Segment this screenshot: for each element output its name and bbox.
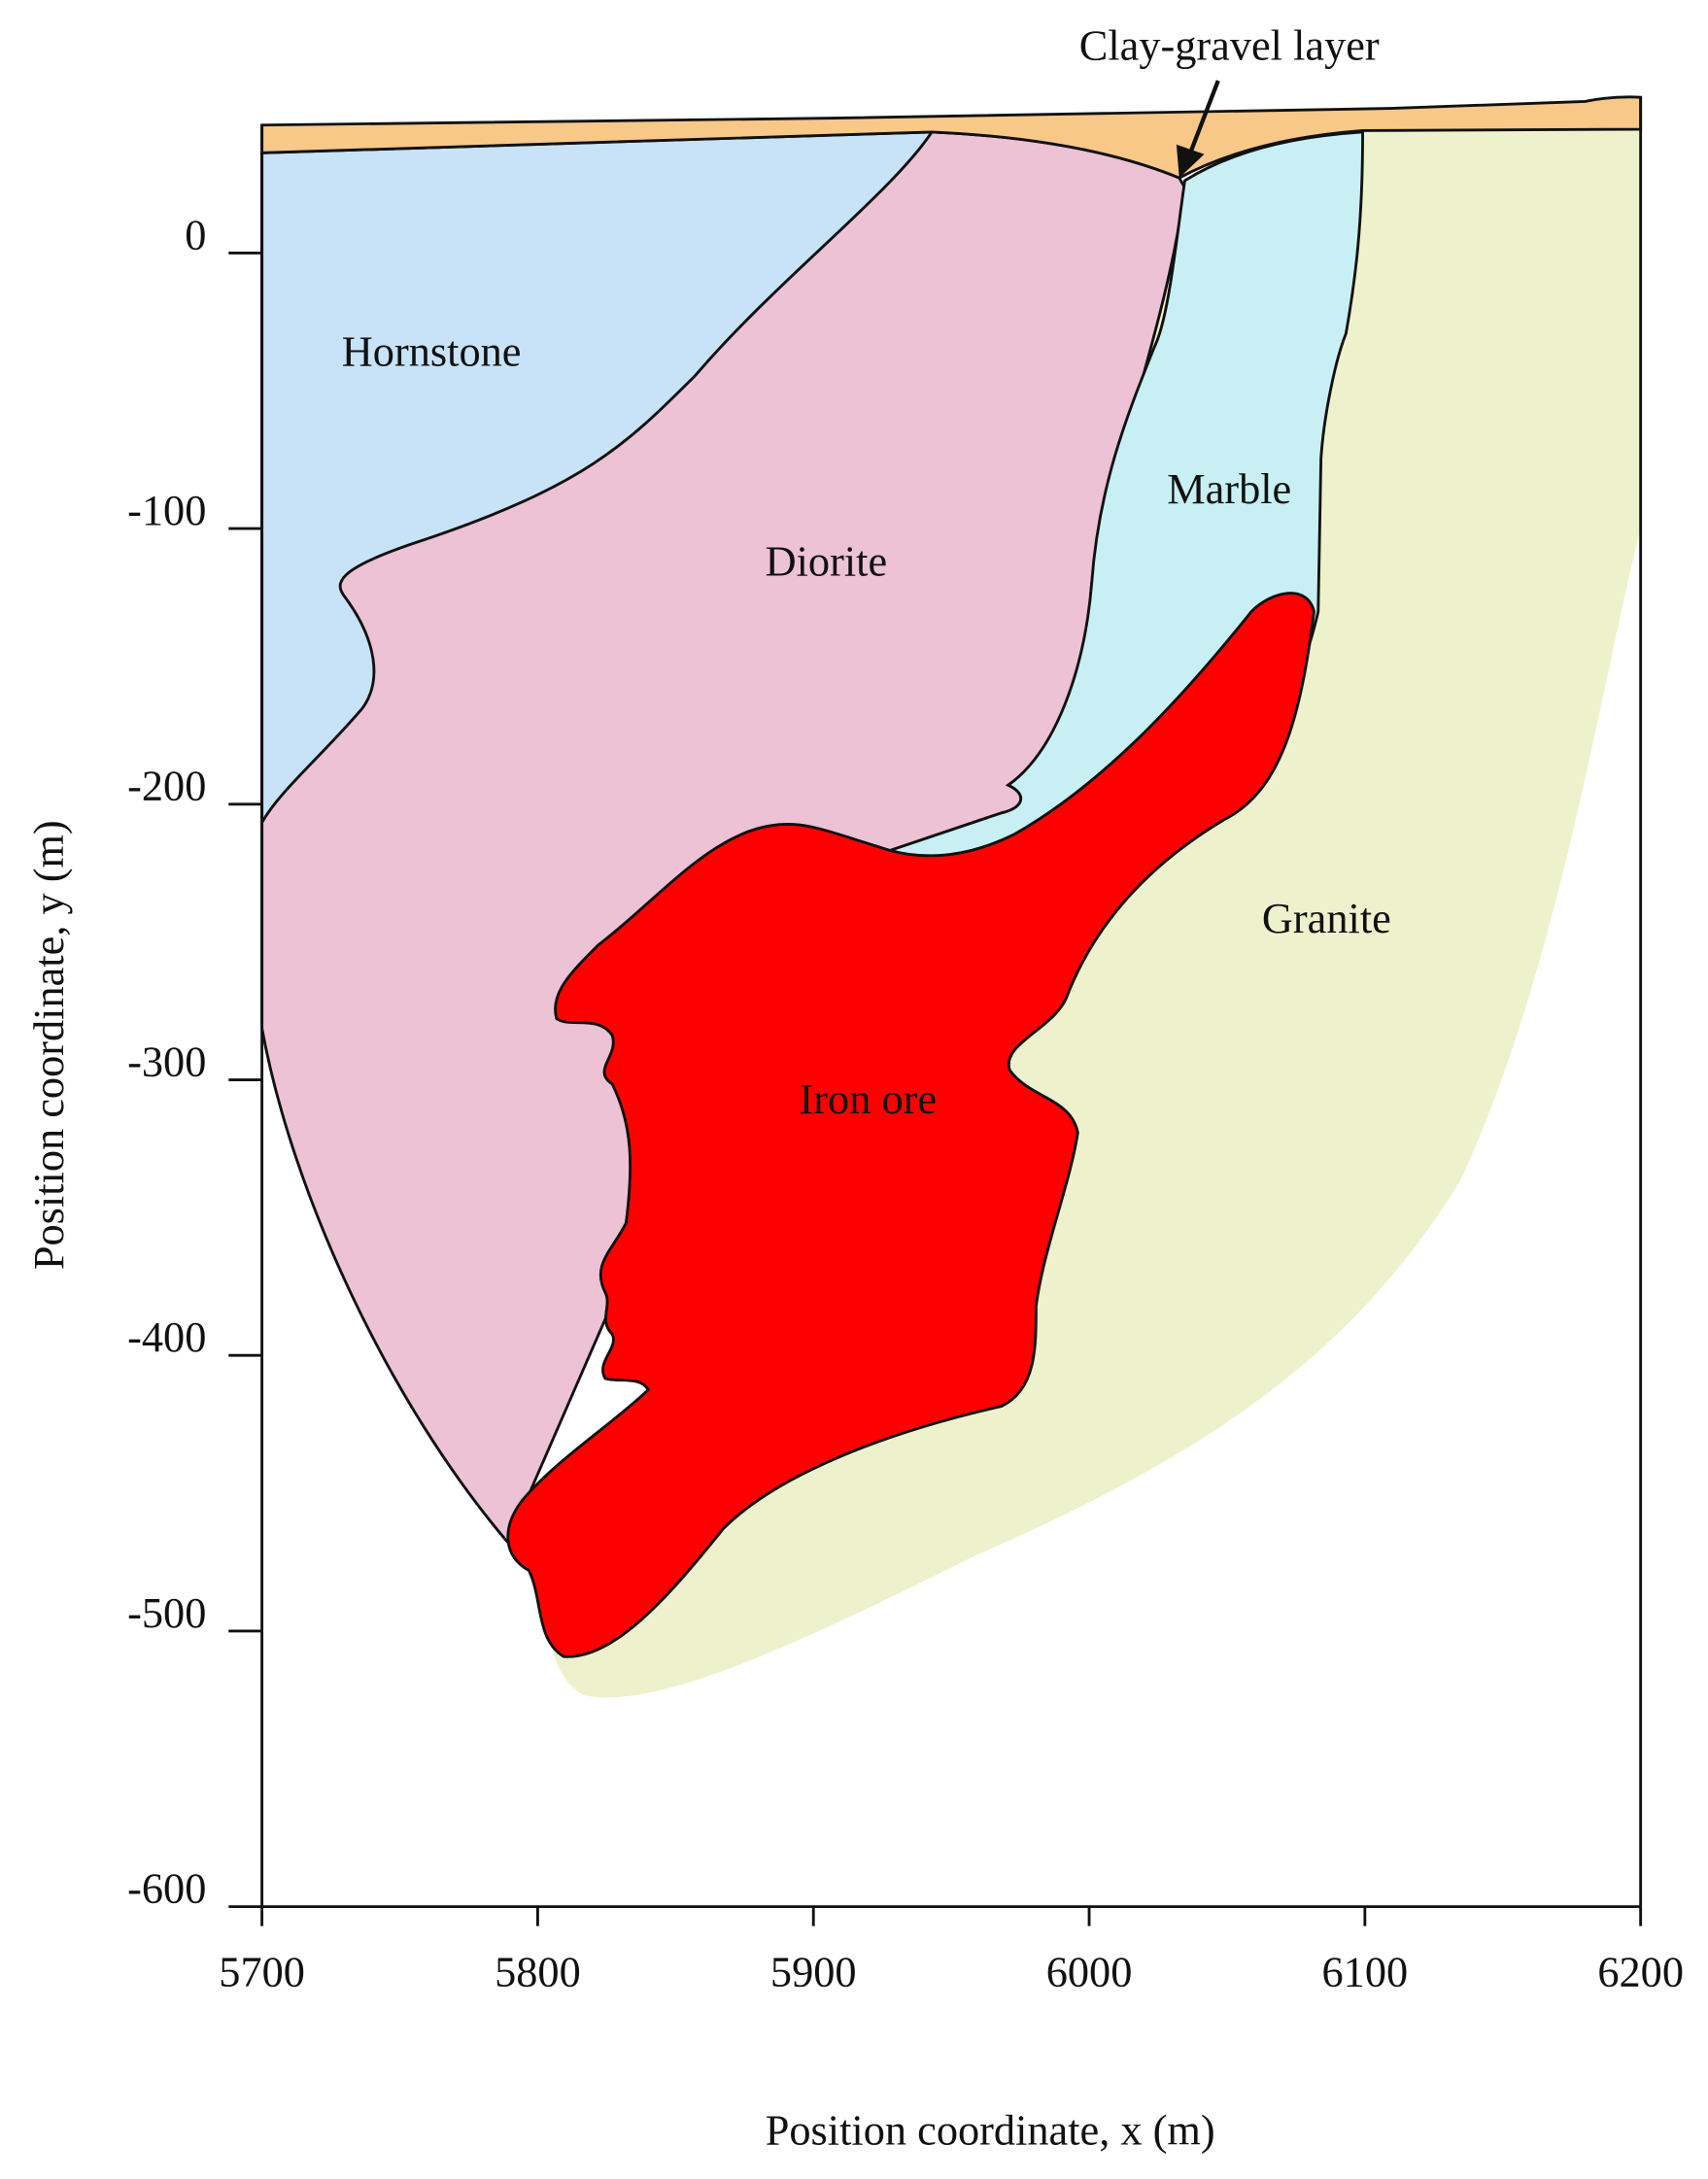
annotation: Hornstone <box>342 326 522 375</box>
x-tick-label: 6000 <box>1046 1947 1133 1995</box>
y-tick-label: 0 <box>185 210 206 258</box>
arrow-head <box>1176 144 1205 179</box>
clay-gravel-region <box>260 95 1643 180</box>
x-tick-label: 5800 <box>495 1947 581 1995</box>
y-tick-label: -300 <box>127 1037 206 1085</box>
x-tick-label: 5700 <box>219 1947 305 1995</box>
y-tick-label: -400 <box>127 1312 206 1361</box>
annotation: Iron ore <box>800 1074 938 1123</box>
x-tick-label: 5900 <box>770 1947 857 1995</box>
y-tick-label: -100 <box>127 486 206 534</box>
annotation: Clay-gravel layer <box>1079 21 1380 70</box>
y-tick-label: -500 <box>127 1588 206 1637</box>
x-tick-label: 6100 <box>1322 1947 1409 1995</box>
annotation: Marble <box>1167 464 1291 513</box>
iron-ore-region <box>506 592 1315 1658</box>
x-tick-label: 6200 <box>1597 1947 1684 1995</box>
x-axis-label: Position coordinate, x (m) <box>766 2105 1215 2154</box>
y-tick-label: -600 <box>127 1863 206 1912</box>
annotation: Diorite <box>766 536 888 585</box>
hornstone-region <box>260 130 935 824</box>
y-tick-label: -200 <box>127 762 206 810</box>
annotation: Granite <box>1262 894 1391 942</box>
y-axis-label: Position coordinate, y (m) <box>24 820 73 1270</box>
arrow-shaft <box>1188 80 1220 154</box>
